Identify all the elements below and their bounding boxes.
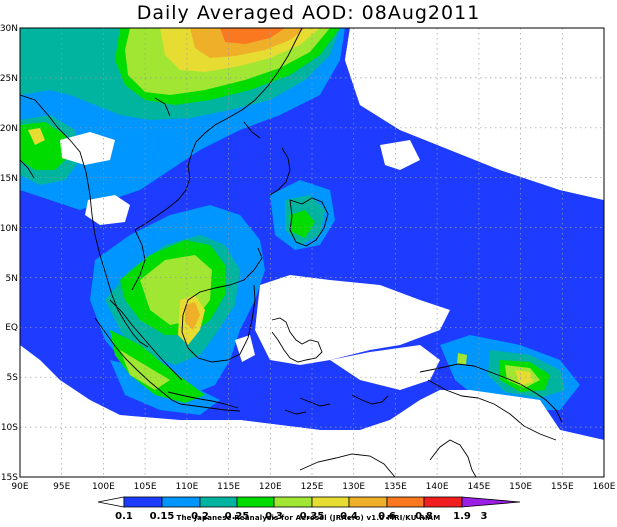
- coastlines: [20, 28, 563, 477]
- colorbar-label: 0.25: [225, 511, 250, 522]
- lon-label: 140E: [426, 482, 449, 492]
- colorbar-label: 0.4: [340, 511, 358, 522]
- colorbar-label: 0.35: [300, 511, 325, 522]
- coastline-java: [167, 391, 239, 409]
- colorbar-swatch: [273, 496, 313, 508]
- colorbar-label: 0.6: [378, 511, 396, 522]
- lat-label: 30N: [0, 24, 18, 34]
- lon-label: 160E: [593, 482, 616, 492]
- coastline-borneo: [187, 247, 263, 301]
- colorbar-swatch: [461, 496, 521, 508]
- colorbar-swatch: [386, 496, 425, 508]
- coastline-new-guinea: [419, 363, 563, 423]
- lat-label: 15N: [0, 174, 18, 184]
- colorbar-swatch: [97, 496, 125, 508]
- lat-label: 15S: [1, 473, 18, 483]
- colorbar-label: 1.9: [453, 511, 471, 522]
- coastline-sulawesi: [271, 317, 323, 363]
- colorbar-swatch: [123, 496, 163, 508]
- lon-label: 95E: [53, 482, 70, 492]
- aod-field: [20, 28, 604, 477]
- lat-label: 5S: [7, 373, 19, 383]
- colorbar-swatch: [423, 496, 463, 508]
- lat-label: 10S: [1, 423, 18, 433]
- latitude-labels: 30N 25N 20N 15N 10N 5N EQ 5S 10S 15S: [0, 24, 18, 483]
- colorbar-label: 0.15: [150, 511, 175, 522]
- lon-label: 130E: [342, 482, 365, 492]
- lon-label: 155E: [551, 482, 574, 492]
- lat-label: 5N: [6, 274, 18, 284]
- lon-label: 145E: [467, 482, 490, 492]
- colorbar-label: 0.3: [265, 511, 283, 522]
- lon-label: 125E: [301, 482, 324, 492]
- longitude-labels: 90E 95E 100E 105E 110E 115E 120E 125E 13…: [11, 482, 615, 492]
- colorbar-label: 3: [481, 511, 488, 522]
- map-frame: [19, 27, 605, 478]
- colorbar-swatch: [311, 496, 350, 508]
- coastline-mainland: [20, 94, 149, 348]
- lat-label: 25N: [0, 74, 18, 84]
- lat-label: 10N: [0, 224, 18, 234]
- colorbar: 0.1 0.15 0.2 0.25 0.3 0.35 0.4 0.6 0.8 1…: [97, 496, 521, 522]
- credit-line: The Japanese Reanalysis for Aerosol (JRA…: [176, 514, 441, 522]
- colorbar-swatch: [236, 496, 275, 508]
- coastline-australia: [299, 453, 396, 477]
- lon-label: 150E: [509, 482, 532, 492]
- lon-label: 115E: [217, 482, 240, 492]
- lat-label: 20N: [0, 124, 18, 134]
- colorbar-swatch: [348, 496, 388, 508]
- lon-label: 135E: [384, 482, 407, 492]
- lon-label: 110E: [175, 482, 198, 492]
- aod-region-darkorange: [220, 28, 285, 44]
- colorbar-swatch: [161, 496, 201, 508]
- lon-label: 90E: [11, 482, 28, 492]
- lon-label: 120E: [259, 482, 282, 492]
- lat-label: EQ: [5, 323, 18, 333]
- colorbar-swatch: [199, 496, 238, 508]
- lon-label: 105E: [134, 482, 157, 492]
- colorbar-label: 0.1: [115, 511, 133, 522]
- coastline-philippines: [269, 147, 291, 196]
- map-title: Daily Averaged AOD: 08Aug2011: [136, 2, 481, 24]
- coastline-sumatra: [94, 317, 181, 405]
- lon-label: 100E: [92, 482, 115, 492]
- colorbar-label: 0.2: [191, 511, 209, 522]
- colorbar-label: 0.8: [415, 511, 433, 522]
